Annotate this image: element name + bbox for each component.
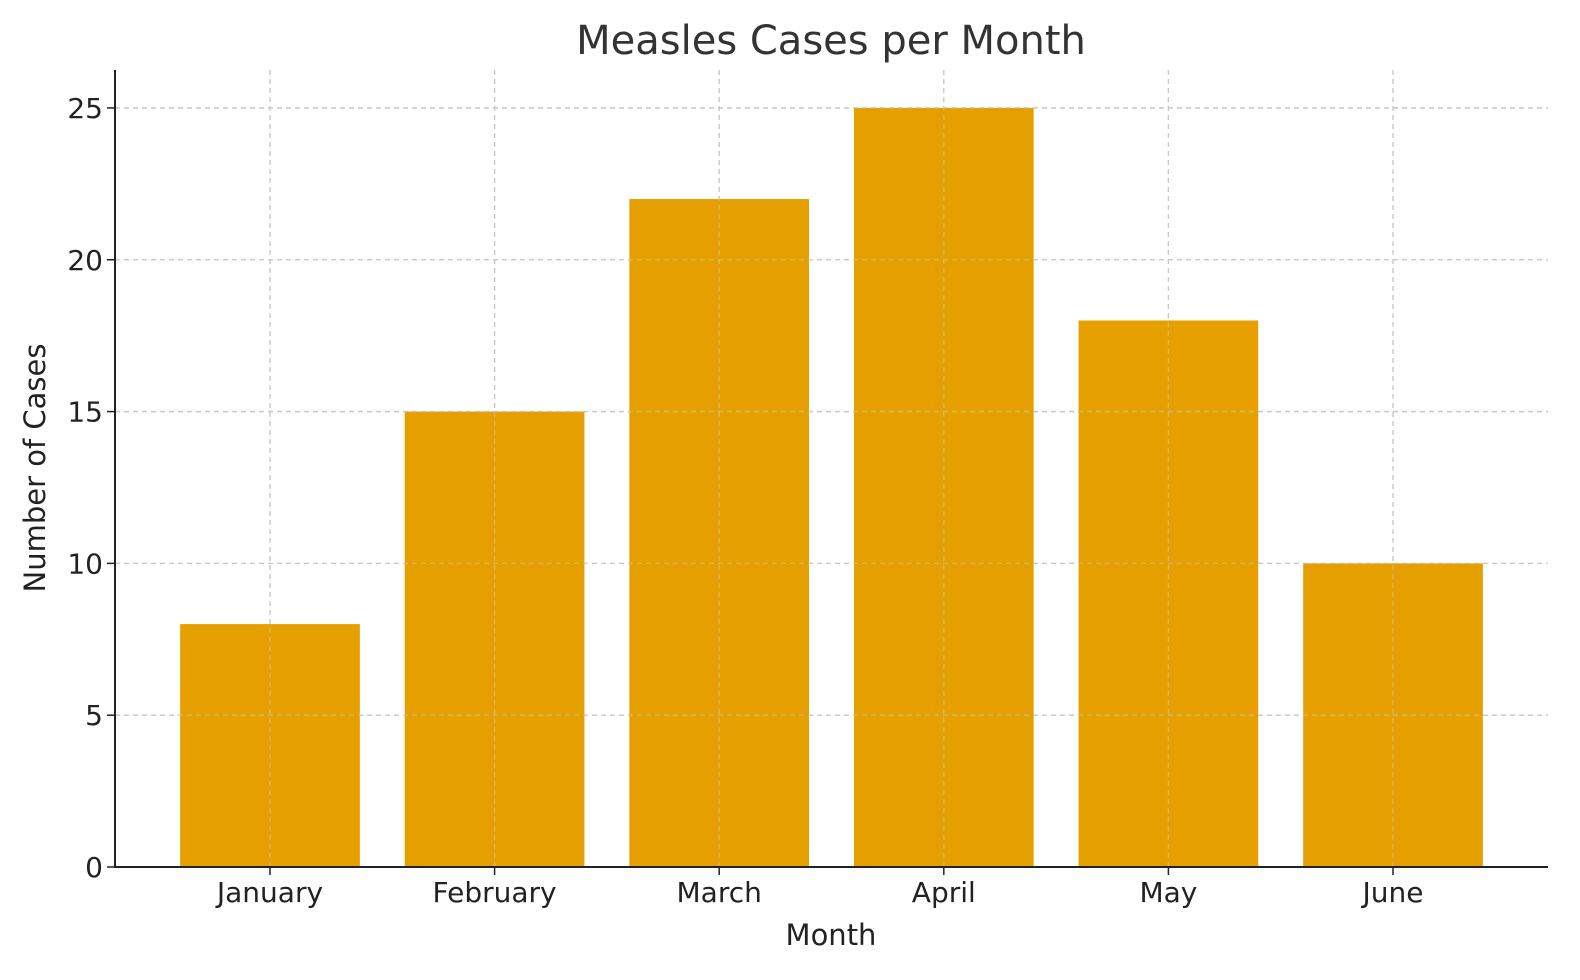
x-tick-label: March <box>677 876 762 909</box>
x-tick-label: April <box>912 876 976 909</box>
x-tick-label: February <box>433 876 557 909</box>
y-tick-label: 0 <box>85 851 103 884</box>
y-tick-label: 10 <box>67 547 103 580</box>
x-tick-labels: January February March April May June <box>215 867 1424 909</box>
y-tick-label: 20 <box>67 244 103 277</box>
y-tick-label: 15 <box>67 396 103 429</box>
x-tick-label: January <box>215 876 323 909</box>
bars <box>180 107 1483 868</box>
x-tick-label: June <box>1361 876 1424 909</box>
y-tick-label: 5 <box>85 699 103 732</box>
y-tick-labels: 0 5 10 15 20 25 <box>67 92 115 884</box>
chart-title: Measles Cases per Month <box>576 18 1086 64</box>
y-axis-label: Number of Cases <box>18 344 52 593</box>
y-tick-label: 25 <box>67 92 103 125</box>
x-tick-label: May <box>1139 876 1197 909</box>
x-axis-label: Month <box>786 918 877 952</box>
grid-lines-overlay <box>115 70 1548 868</box>
